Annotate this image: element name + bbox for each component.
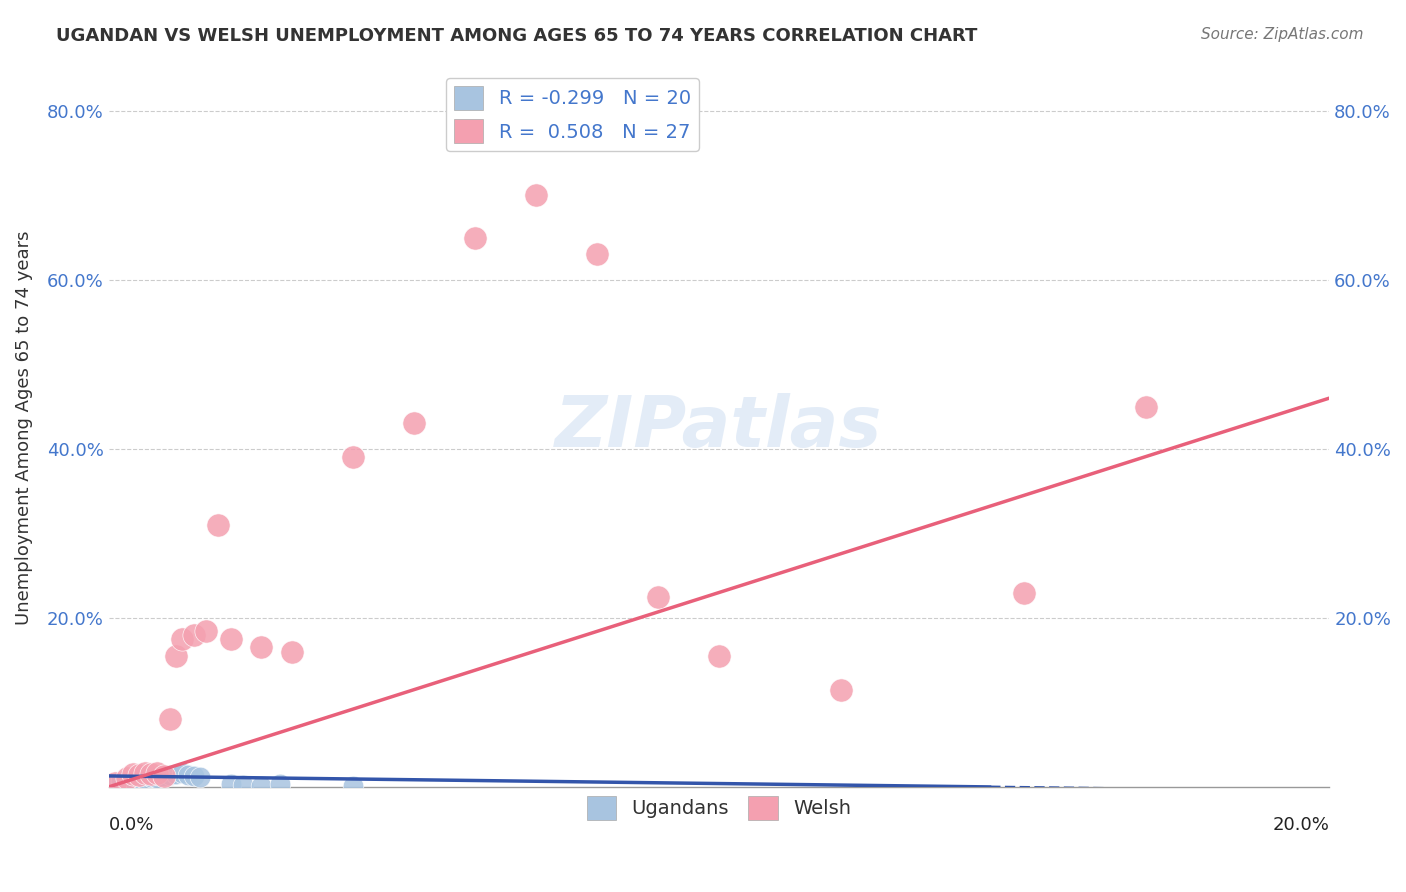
Point <box>1012 585 1035 599</box>
Point <box>159 768 181 782</box>
Point <box>195 624 218 638</box>
Point <box>402 417 425 431</box>
Legend: Ugandans, Welsh: Ugandans, Welsh <box>579 789 859 828</box>
Point <box>250 779 273 793</box>
Point <box>141 767 163 781</box>
Text: UGANDAN VS WELSH UNEMPLOYMENT AMONG AGES 65 TO 74 YEARS CORRELATION CHART: UGANDAN VS WELSH UNEMPLOYMENT AMONG AGES… <box>56 27 977 45</box>
Text: ZIPatlas: ZIPatlas <box>555 393 883 462</box>
Point <box>146 771 169 785</box>
Point <box>122 773 145 788</box>
Point <box>128 768 150 782</box>
Point <box>647 590 669 604</box>
Point <box>110 774 132 789</box>
Point <box>232 778 254 792</box>
Point <box>104 775 127 789</box>
Point <box>170 766 193 780</box>
Point <box>165 767 187 781</box>
Point <box>134 772 156 787</box>
Point <box>152 769 174 783</box>
Text: Source: ZipAtlas.com: Source: ZipAtlas.com <box>1201 27 1364 42</box>
Text: 0.0%: 0.0% <box>108 815 155 834</box>
Point <box>141 770 163 784</box>
Point <box>830 682 852 697</box>
Point <box>146 766 169 780</box>
Point <box>342 450 364 465</box>
Point <box>269 777 291 791</box>
Point <box>207 517 229 532</box>
Point <box>219 776 242 790</box>
Point <box>104 775 127 789</box>
Point <box>152 769 174 783</box>
Point <box>188 770 211 784</box>
Point <box>115 772 138 786</box>
Point <box>342 779 364 793</box>
Point <box>707 648 730 663</box>
Point <box>183 769 205 783</box>
Point <box>134 766 156 780</box>
Point <box>165 648 187 663</box>
Point <box>586 247 609 261</box>
Point <box>115 775 138 789</box>
Point <box>280 645 302 659</box>
Point <box>128 772 150 786</box>
Y-axis label: Unemployment Among Ages 65 to 74 years: Unemployment Among Ages 65 to 74 years <box>15 230 32 625</box>
Point <box>122 767 145 781</box>
Point <box>464 230 486 244</box>
Point <box>1135 400 1157 414</box>
Point <box>524 188 547 202</box>
Point <box>250 640 273 655</box>
Text: 20.0%: 20.0% <box>1272 815 1329 834</box>
Point <box>170 632 193 646</box>
Point <box>159 712 181 726</box>
Point <box>177 768 200 782</box>
Point <box>183 628 205 642</box>
Point <box>219 632 242 646</box>
